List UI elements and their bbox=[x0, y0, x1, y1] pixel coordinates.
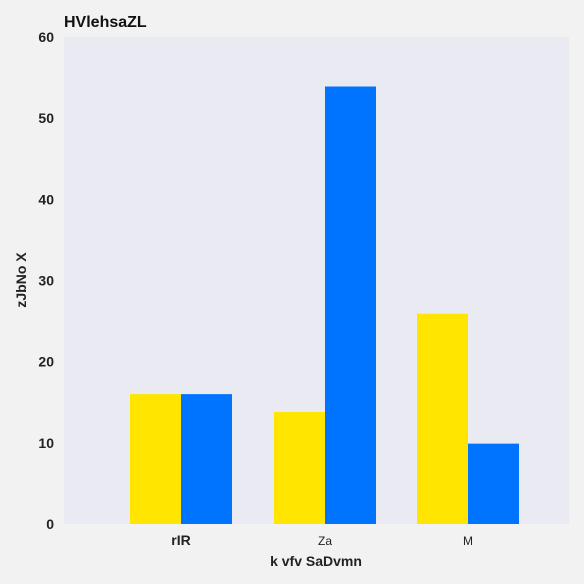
y-tick-label: 50 bbox=[38, 110, 54, 126]
y-tick-label: 30 bbox=[38, 273, 54, 289]
y-axis-ticks: 0 10 20 30 40 50 60 bbox=[38, 29, 54, 532]
x-tick-label: rIR bbox=[171, 532, 190, 548]
x-tick-label: Za bbox=[318, 534, 332, 548]
y-tick-label: 40 bbox=[38, 191, 54, 207]
y-tick-label: 10 bbox=[38, 435, 54, 451]
bar-series1-Za bbox=[274, 411, 325, 524]
y-tick-label: 60 bbox=[38, 29, 54, 45]
y-tick-label: 0 bbox=[46, 516, 54, 532]
y-axis-label: zJbNo X bbox=[13, 252, 29, 308]
x-axis-label: k vfv SaDvmn bbox=[270, 553, 362, 569]
bar-series2-M bbox=[468, 443, 519, 524]
x-tick-label: M bbox=[463, 534, 473, 548]
x-axis-ticks: rIR Za M bbox=[171, 532, 473, 548]
chart-title: HVlehsaZL bbox=[64, 14, 147, 31]
y-tick-label: 20 bbox=[38, 354, 54, 370]
bar-series2-Za bbox=[325, 86, 376, 525]
bar-series1-M bbox=[417, 313, 468, 524]
bar-series2-rIR bbox=[181, 394, 232, 524]
bars-layer bbox=[130, 86, 519, 525]
bar-series1-rIR bbox=[130, 394, 181, 524]
